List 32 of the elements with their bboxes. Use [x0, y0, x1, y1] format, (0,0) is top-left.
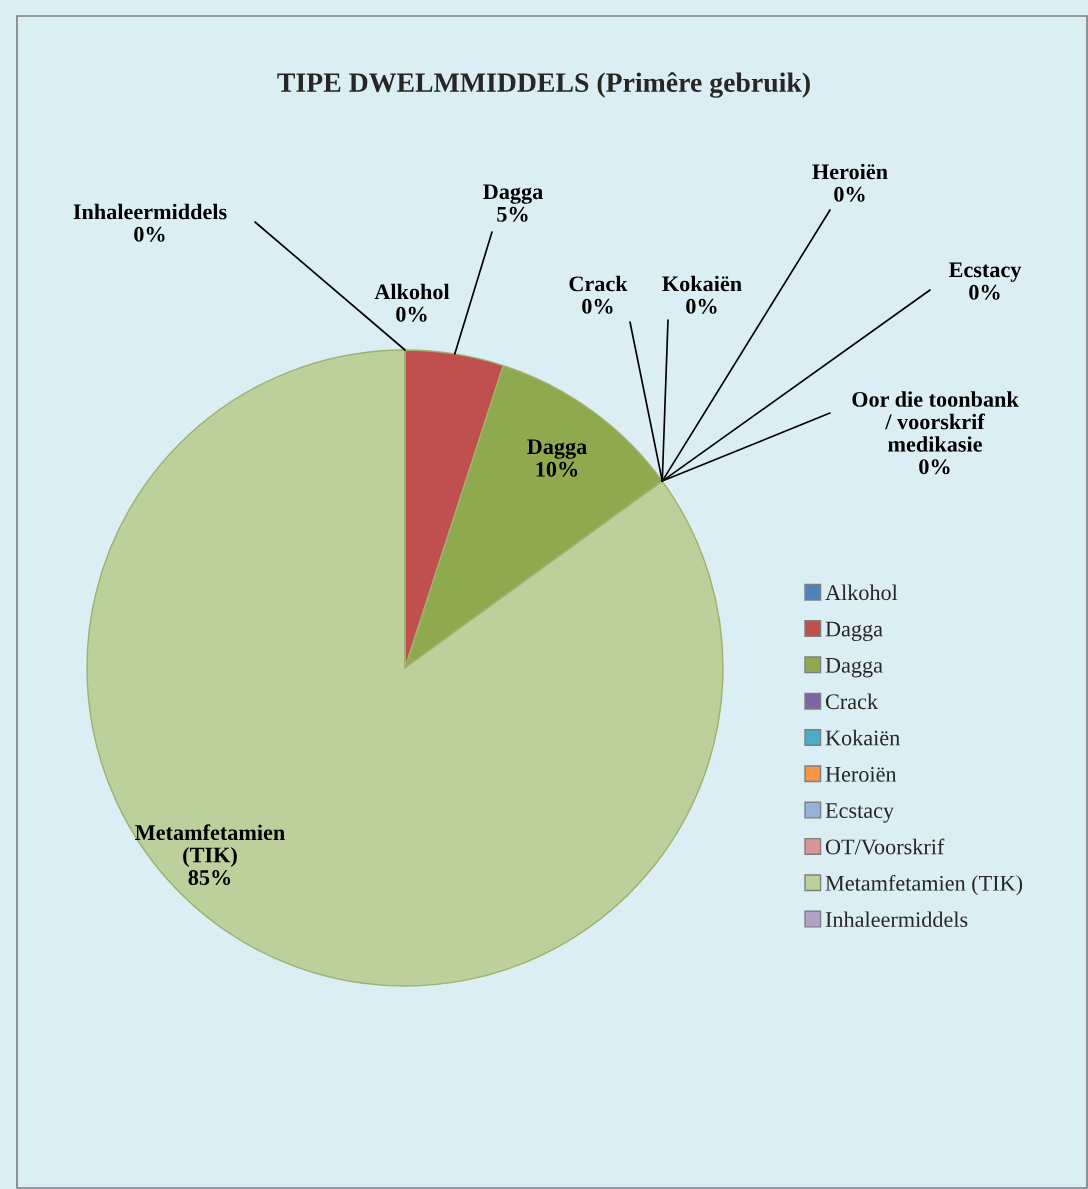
text: 0%: [134, 226, 165, 242]
text: Oor die toonbank / voorskrif medikasie: [852, 391, 1019, 452]
text: 0%: [582, 298, 613, 314]
legend-label: Inhaleermiddels: [825, 911, 968, 928]
legend-label: Crack: [825, 693, 879, 710]
legend-label: Heroiën: [825, 766, 897, 782]
legend-label: Dagga: [825, 658, 883, 678]
legend-label: Metamfetamien (TIK): [825, 874, 1023, 896]
legend-label: Kokaiën: [825, 729, 900, 746]
slice-label: Dagga: [483, 184, 543, 204]
category-label: Ecstacy: [948, 262, 1022, 282]
data-label: 10%: [536, 461, 578, 477]
data-label: 85%: [188, 870, 231, 886]
data-label: 5%: [497, 206, 528, 222]
chart-title: TIPE DWELMMIDDELS (Primêre gebruik): [277, 72, 810, 98]
category-label: Alkohol: [374, 283, 450, 300]
slice-label: Metamfetamien (TIK): [135, 824, 285, 868]
text: 0%: [969, 284, 1000, 300]
legend-label: Ecstacy: [825, 803, 895, 823]
category-label: Heroiën: [812, 163, 888, 180]
text: 0%: [686, 298, 717, 314]
legend-label: Dagga: [825, 621, 883, 642]
text: 0%: [919, 459, 950, 475]
pie-slice: [86, 349, 724, 987]
text: 0%: [834, 186, 865, 202]
legend-label: Alkohol: [825, 584, 898, 601]
slice-label: Dagga: [527, 439, 587, 459]
legend-label: OT/Voorskrif: [825, 838, 945, 855]
category-label: Kokaiën: [662, 275, 742, 292]
category-label: Inhaleermiddels: [73, 203, 227, 220]
text: 0%: [396, 306, 427, 322]
category-label: Crack: [569, 275, 628, 292]
